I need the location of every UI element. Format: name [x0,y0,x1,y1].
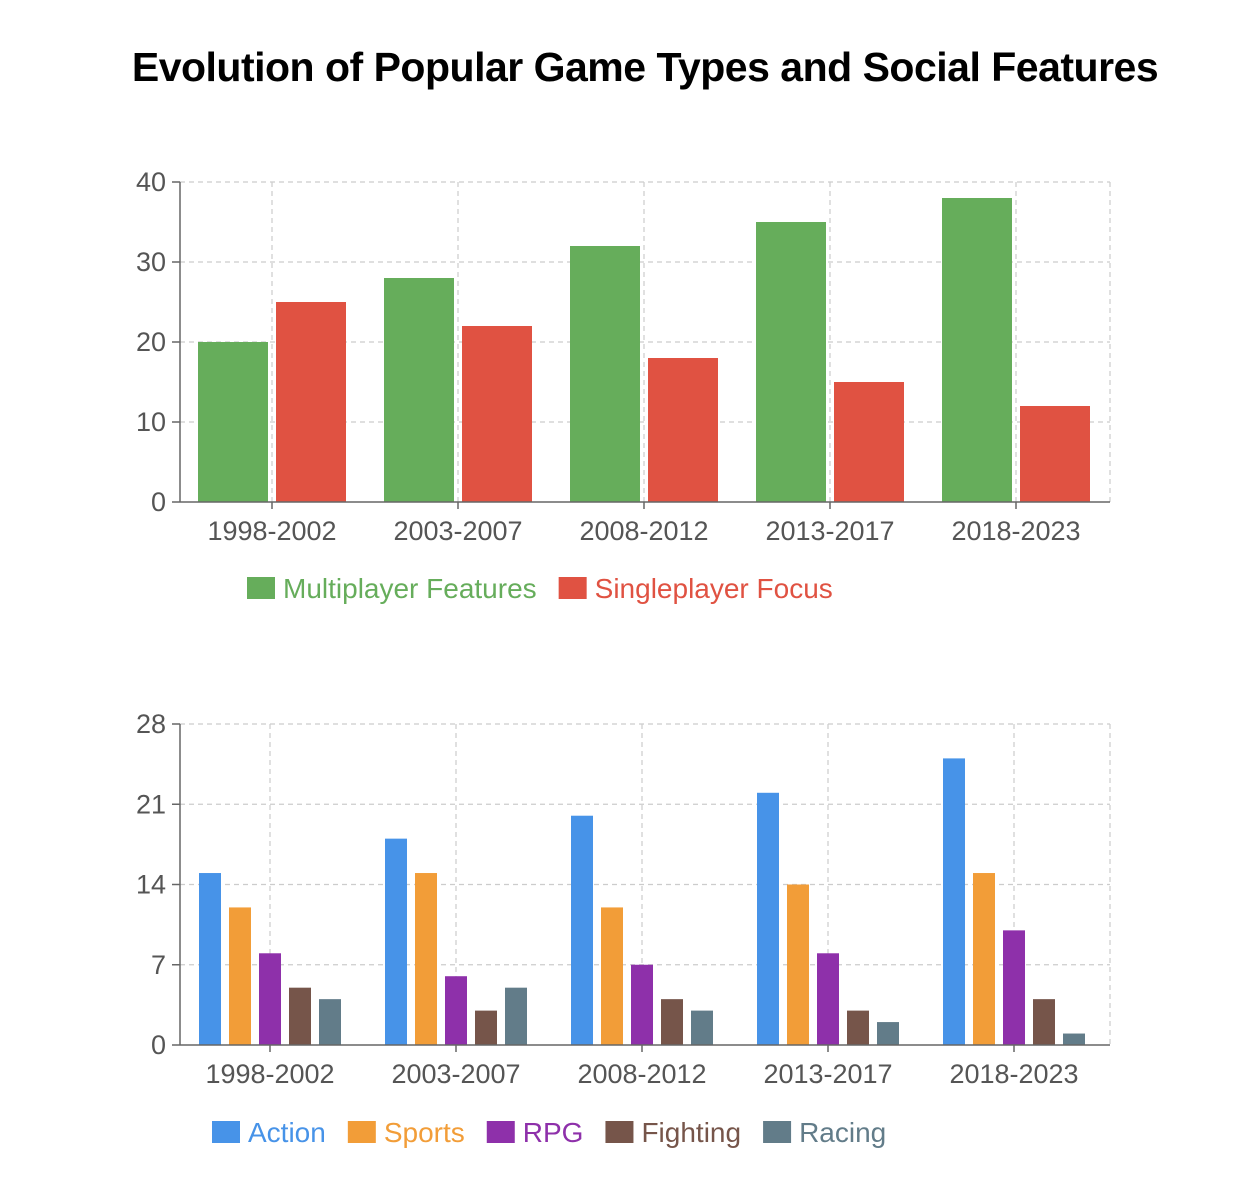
social-features-chart: 0 10 20 30 40 1998-2002 2003-2007 2008-2012 2013… [136,167,1111,604]
y-tick-label: 7 [151,950,166,980]
bar-multiplayer-features-2018-2023 [942,198,1012,502]
x-tick-label: 2013-2017 [765,516,894,546]
x-tick-label: 1998-2002 [205,1059,334,1089]
bar-sports-1998-2002 [229,907,251,1045]
y-tick-label: 40 [136,167,166,197]
bar-singleplayer-focus-2003-2007 [462,326,532,502]
legend-item-action[interactable]: Action [212,1117,326,1148]
legend-swatch [347,1121,376,1143]
bar-rpg-2003-2007 [445,976,467,1045]
legend-swatch [212,1121,240,1143]
bar-fighting-2008-2012 [661,999,683,1045]
bar-sports-2008-2012 [601,907,623,1045]
y-tick-label: 30 [136,247,166,277]
bar-rpg-2013-2017 [817,953,839,1045]
bar-sports-2018-2023 [973,873,995,1045]
legend-label: Sports [384,1117,465,1148]
legend-item-rpg[interactable]: RPG [486,1117,584,1148]
legend-item-singleplayer-focus[interactable]: Singleplayer Focus [558,573,833,604]
bar-multiplayer-features-2003-2007 [384,278,454,502]
bar-racing-2003-2007 [505,987,527,1045]
legend-label: Singleplayer Focus [595,573,833,604]
y-tick-label: 21 [136,789,166,819]
bar-singleplayer-focus-2008-2012 [648,358,718,502]
legend-label: Multiplayer Features [283,573,537,604]
legend-swatch [558,577,587,599]
y-tick-label: 14 [136,870,166,900]
legend-label: Racing [799,1117,886,1148]
y-tick-label: 0 [151,1030,166,1060]
x-tick-label: 2013-2017 [763,1059,892,1089]
y-tick-label: 0 [151,487,166,517]
legend-item-racing[interactable]: Racing [763,1117,886,1148]
bar-fighting-2018-2023 [1033,999,1055,1045]
legend-swatch [605,1121,634,1143]
legend-swatch [763,1121,792,1143]
bar-action-2003-2007 [385,838,407,1045]
bar-rpg-2018-2023 [1003,930,1025,1045]
bar-racing-2008-2012 [691,1010,713,1045]
legend-swatch [247,577,275,599]
x-tick-label: 2008-2012 [579,516,708,546]
x-tick-label: 1998-2002 [207,516,336,546]
x-tick-label: 2018-2023 [951,516,1080,546]
legend-item-fighting[interactable]: Fighting [605,1117,741,1148]
bar-action-2018-2023 [943,758,965,1045]
y-tick-label: 20 [136,327,166,357]
x-tick-label: 2008-2012 [577,1059,706,1089]
legend-item-multiplayer-features[interactable]: Multiplayer Features [247,573,537,604]
bar-multiplayer-features-2013-2017 [756,222,826,502]
legend-label: RPG [523,1117,584,1148]
bar-singleplayer-focus-1998-2002 [276,302,346,502]
legend-label: Fighting [641,1117,741,1148]
bar-action-1998-2002 [199,873,221,1045]
bar-rpg-1998-2002 [259,953,281,1045]
bar-fighting-1998-2002 [289,987,311,1045]
x-tick-label: 2003-2007 [391,1059,520,1089]
x-tick-label: 2003-2007 [393,516,522,546]
bar-singleplayer-focus-2013-2017 [834,382,904,502]
bar-sports-2003-2007 [415,873,437,1045]
bar-fighting-2003-2007 [475,1010,497,1045]
y-tick-label: 28 [136,709,166,739]
bar-action-2008-2012 [571,815,593,1045]
legend-item-sports[interactable]: Sports [347,1117,465,1148]
bar-sports-2013-2017 [787,884,809,1045]
chart-title: Evolution of Popular Game Types and Soci… [131,44,1159,90]
legend-label: Action [248,1117,326,1148]
bar-racing-2013-2017 [877,1022,899,1045]
bar-fighting-2013-2017 [847,1010,869,1045]
bar-singleplayer-focus-2018-2023 [1020,406,1090,502]
x-tick-label: 2018-2023 [949,1059,1078,1089]
bar-action-2013-2017 [757,792,779,1045]
bar-multiplayer-features-1998-2002 [198,342,268,502]
game-types-chart: 0 7 14 21 28 1998-2002 2003-2007 2008-2012 2013-… [136,709,1111,1148]
y-tick-label: 10 [136,407,166,437]
bar-racing-2018-2023 [1063,1033,1085,1045]
bar-multiplayer-features-2008-2012 [570,246,640,502]
bar-racing-1998-2002 [319,999,341,1045]
legend-swatch [486,1121,515,1143]
bar-rpg-2008-2012 [631,964,653,1045]
